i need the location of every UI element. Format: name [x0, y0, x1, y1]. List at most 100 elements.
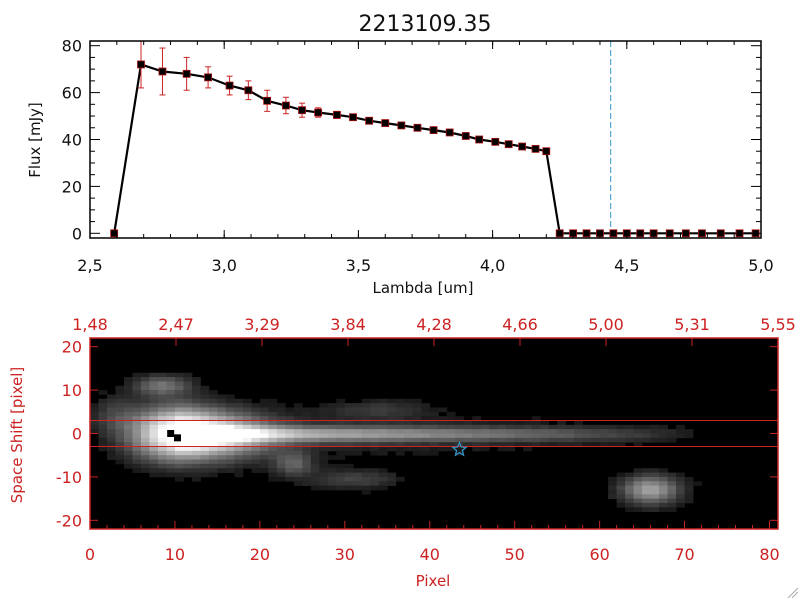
image-pixel — [98, 411, 108, 417]
image-pixel — [191, 390, 201, 395]
x-tick-label: 4,5 — [614, 256, 639, 275]
image-pixel — [174, 446, 184, 452]
image-pixel — [404, 411, 414, 417]
image-pixel — [336, 446, 346, 452]
image-pixel — [166, 424, 176, 430]
image-pixel — [625, 437, 634, 443]
data-point — [531, 144, 540, 153]
image-pixel — [276, 468, 286, 473]
x-tick-label: 3,5 — [346, 256, 371, 275]
image-pixel — [115, 407, 125, 413]
image-pixel — [574, 429, 584, 434]
image-pixel — [225, 411, 235, 417]
image-pixel — [98, 398, 108, 404]
image-pixel — [276, 472, 286, 478]
image-pixel — [378, 433, 388, 439]
image-pixel — [183, 450, 193, 456]
image-pixel — [166, 442, 176, 447]
image-pixel — [115, 446, 125, 452]
image-pixel — [302, 459, 312, 465]
image-pixel — [429, 437, 439, 443]
image-pixel — [183, 437, 193, 443]
image-pixel — [319, 476, 329, 482]
image-pixel — [174, 390, 184, 395]
image-pixel — [319, 442, 329, 447]
image-pixel — [149, 472, 159, 478]
image-pixel — [234, 411, 244, 417]
image-pixel — [387, 420, 397, 426]
image-pixel — [531, 442, 541, 447]
image-pixel — [650, 498, 660, 504]
image-pixel — [378, 416, 388, 421]
image-pixel — [149, 394, 159, 400]
image-pixel — [285, 455, 295, 460]
image-pixel — [251, 429, 261, 434]
image-pixel — [361, 407, 371, 413]
image-pixel — [157, 377, 167, 382]
image-y-ticks: -20 -10 0 10 20 — [56, 338, 778, 530]
image-pixel — [132, 390, 142, 395]
resize-grip-icon[interactable] — [787, 587, 799, 599]
image-pixel — [115, 385, 125, 391]
image-pixel — [327, 468, 337, 473]
image-pixel — [132, 442, 142, 447]
image-pixel — [480, 420, 490, 426]
image-pixel — [412, 437, 422, 443]
image-pixel — [242, 411, 252, 417]
image-pixel — [353, 429, 363, 434]
image-pixel — [506, 433, 516, 439]
image-pixel — [472, 416, 482, 421]
image-pixel — [200, 416, 210, 421]
image-pixel — [378, 424, 388, 430]
data-point — [542, 147, 551, 156]
image-pixel — [268, 446, 278, 452]
image-pixel — [157, 420, 167, 426]
image-pixel — [659, 437, 668, 443]
image-pixel — [293, 472, 303, 478]
image-pixel — [344, 407, 354, 413]
image-pixel — [361, 403, 371, 408]
image-pixel — [183, 429, 193, 434]
image-pixel — [650, 494, 660, 500]
image-pixel — [591, 437, 601, 443]
image-pixel — [200, 463, 210, 469]
image-pixel — [149, 416, 159, 421]
image-pixel — [472, 429, 482, 434]
image-pixel — [327, 429, 337, 434]
image-pixel — [242, 463, 252, 469]
image-pixel — [370, 476, 380, 482]
image-pixel — [591, 429, 601, 434]
image-pixel — [336, 450, 346, 456]
image-pixel — [183, 385, 193, 391]
image-pixel — [404, 398, 414, 404]
image-pixel — [438, 446, 448, 452]
image-pixel — [650, 489, 660, 495]
image-pixel — [183, 420, 193, 426]
image-pixel — [123, 403, 133, 408]
image-pixel — [268, 429, 278, 434]
image-pixel — [234, 450, 244, 456]
image-pixel — [276, 433, 286, 439]
image-pixel — [336, 485, 346, 491]
image-pixel — [361, 442, 371, 447]
image-pixel — [225, 416, 235, 421]
image-pixel — [140, 420, 150, 426]
image-pixel — [599, 429, 609, 434]
data-point — [365, 116, 374, 125]
image-pixel — [489, 442, 499, 447]
image-pixel — [191, 394, 201, 400]
image-pixel — [251, 446, 261, 452]
image-pixel — [472, 442, 482, 447]
image-pixel — [412, 411, 422, 417]
image-pixel — [191, 403, 201, 408]
image-pixel — [353, 437, 363, 443]
image-pixel — [285, 416, 295, 421]
image-pixel — [276, 429, 286, 434]
image-pixel — [123, 442, 133, 447]
image-pixel — [327, 411, 337, 417]
image-pixel — [378, 485, 388, 491]
image-pixel — [642, 502, 651, 508]
image-pixel — [217, 446, 227, 452]
image-pixel — [268, 424, 278, 430]
image-pixel — [174, 411, 184, 417]
